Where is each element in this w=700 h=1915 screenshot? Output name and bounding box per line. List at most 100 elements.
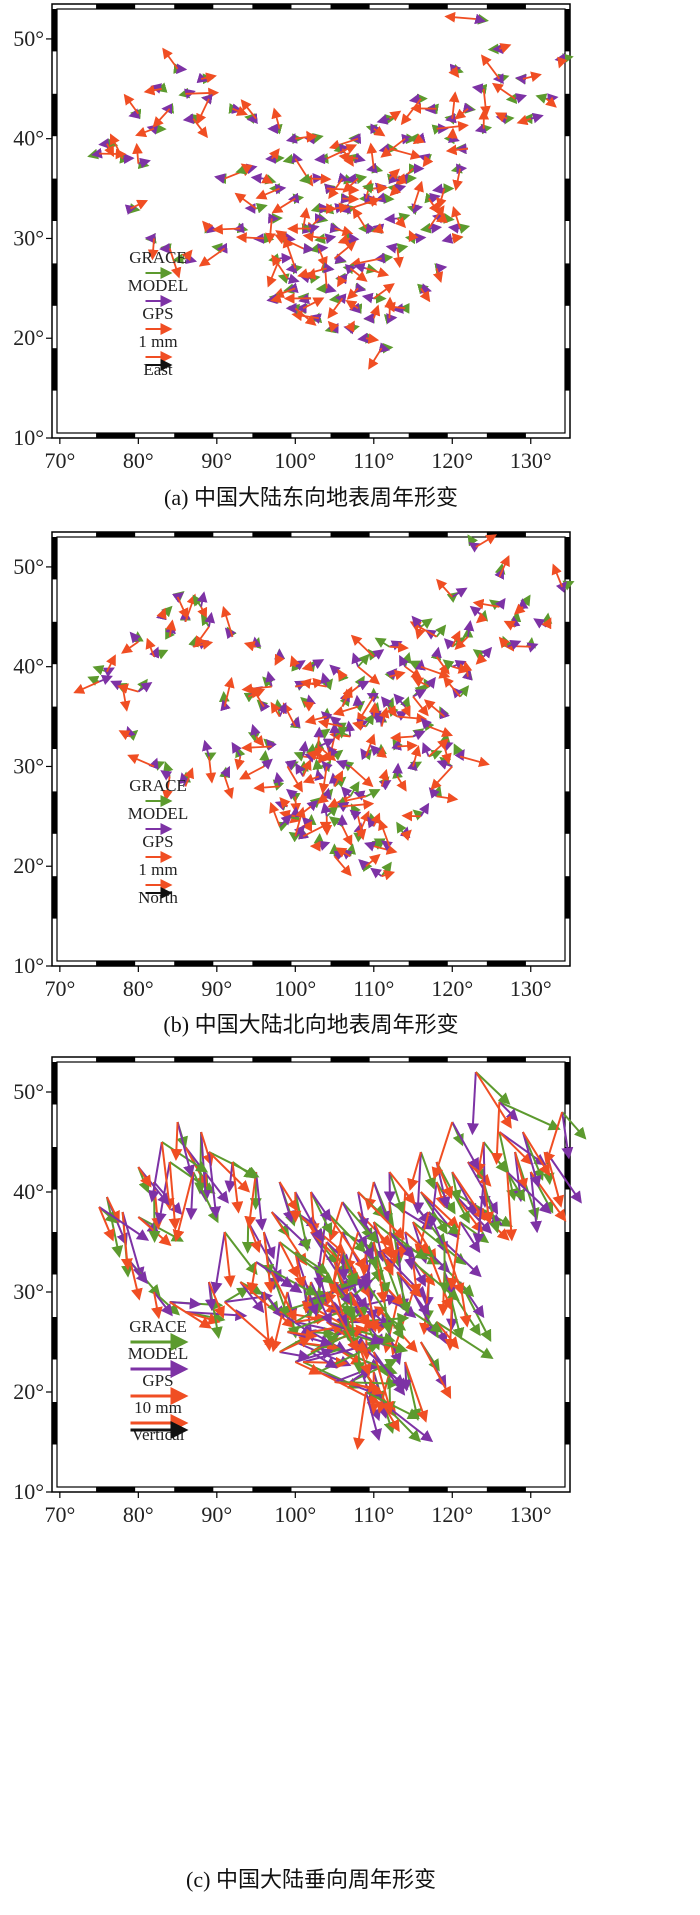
vector-gps-123 xyxy=(516,114,532,126)
vector-gps-109 xyxy=(368,701,380,717)
vector-model-8 xyxy=(147,1141,163,1203)
vector-gps-108 xyxy=(388,168,401,180)
vector-gps-118 xyxy=(265,218,276,244)
vector-model-95 xyxy=(459,1221,481,1254)
frame-bar xyxy=(408,532,448,537)
frame-bar xyxy=(52,1232,57,1275)
vector-model-43 xyxy=(344,720,356,737)
panel-c-xtick-90: 90° xyxy=(201,1502,232,1527)
vector-grace-109 xyxy=(362,183,374,194)
vector-model-76 xyxy=(358,859,370,871)
vector-gps-2 xyxy=(117,683,139,694)
vector-gps-85 xyxy=(271,254,289,279)
frame-bar xyxy=(52,791,57,834)
vector-model-112 xyxy=(321,760,333,773)
vector-gps-63 xyxy=(408,230,419,243)
vector-gps-22 xyxy=(268,148,280,160)
vector-gps-102 xyxy=(357,665,381,685)
vector-model-22 xyxy=(265,670,276,687)
vector-gps-37 xyxy=(446,127,458,139)
vector-model-37 xyxy=(448,132,460,144)
vector-gps-4 xyxy=(165,619,177,637)
vector-model-12 xyxy=(129,1261,148,1285)
vector-gps-25 xyxy=(196,98,210,125)
vector-gps-56 xyxy=(400,829,412,841)
vector-gps-121 xyxy=(480,54,501,80)
vector-gps-95 xyxy=(446,1221,462,1291)
vector-gps-90 xyxy=(372,223,385,234)
vector-grace-62 xyxy=(420,222,432,234)
vector-model-88 xyxy=(348,232,360,244)
frame-bar xyxy=(565,1402,570,1445)
vector-gps-97 xyxy=(448,91,460,119)
vector-model-63 xyxy=(412,232,427,244)
panel-c-ytick-20: 20° xyxy=(13,1379,44,1404)
vector-gps-81 xyxy=(297,267,327,279)
vector-model-46 xyxy=(298,740,310,757)
vector-gps-116 xyxy=(260,173,274,184)
frame-bar xyxy=(330,433,370,438)
vector-gps-66 xyxy=(365,267,390,278)
vector-model-19 xyxy=(261,758,273,770)
frame-bar xyxy=(330,4,370,9)
vector-grace-51 xyxy=(326,805,339,817)
vector-model-78 xyxy=(372,1351,406,1396)
vector-gps-64 xyxy=(396,775,407,792)
vector-model-104 xyxy=(314,153,327,165)
vector-model-25 xyxy=(201,93,213,105)
vector-gps-18 xyxy=(234,756,245,771)
panel-b-xtick-70: 70° xyxy=(44,976,75,1001)
vector-grace-16 xyxy=(204,752,217,763)
vector-gps-104 xyxy=(325,1211,367,1271)
vector-model-31 xyxy=(357,680,370,691)
vector-model-32 xyxy=(366,162,378,174)
panel-a-ytick-20: 20° xyxy=(13,325,44,350)
vector-grace-38 xyxy=(428,1211,461,1236)
vector-gps-75 xyxy=(335,847,351,858)
vector-model-60 xyxy=(454,749,465,762)
panel-a-ytick-30: 30° xyxy=(13,225,44,250)
vector-grace-18 xyxy=(236,222,249,234)
vector-model-24 xyxy=(246,113,258,124)
vector-model-130 xyxy=(506,1171,552,1215)
vector-gps-127 xyxy=(431,1121,454,1180)
panel-c-xtick-70: 70° xyxy=(44,1502,75,1527)
panel-c-xtick-110: 110° xyxy=(353,1502,394,1527)
panel-a-legend-scale: 1 mm xyxy=(138,332,177,351)
vector-grace-129 xyxy=(482,1181,501,1234)
frame-bar xyxy=(486,1487,526,1492)
vector-model-57 xyxy=(418,802,430,817)
panel-a: 70° 80° 90° 100° 110° 120° 130° 10° 20° … xyxy=(13,3,574,510)
vector-gps-57 xyxy=(419,287,431,303)
vector-gps-16 xyxy=(205,756,217,784)
vector-model-2 xyxy=(137,681,153,693)
vector-gps-5 xyxy=(185,87,220,99)
vector-gps-100 xyxy=(389,641,409,653)
frame-bar xyxy=(565,93,570,137)
panel-a-xtick-100: 100° xyxy=(274,448,316,473)
vector-model-70 xyxy=(295,762,306,777)
vector-model-9 xyxy=(172,592,184,603)
vector-grace-103 xyxy=(341,1201,379,1244)
vector-model-115 xyxy=(274,183,287,195)
vector-gps-96 xyxy=(461,660,473,677)
frame-bar xyxy=(52,1062,57,1105)
vector-gps-13 xyxy=(150,1291,163,1320)
vector-grace-111 xyxy=(341,1251,358,1286)
frame-bar xyxy=(96,1057,136,1062)
frame-bar xyxy=(52,706,57,749)
vector-gps-66 xyxy=(360,1321,373,1361)
vector-model-0 xyxy=(98,138,110,149)
panel-c-legend-gps: GPS xyxy=(142,1371,173,1390)
vector-grace-28 xyxy=(299,173,312,185)
vector-model-93 xyxy=(420,717,432,730)
vector-gps-112 xyxy=(318,766,330,795)
vector-model-94 xyxy=(443,1241,482,1278)
panel-a-vectors xyxy=(87,11,574,370)
vector-model-123 xyxy=(530,112,544,124)
vector-gps-106 xyxy=(289,655,300,668)
panel-b-legend-model: MODEL xyxy=(128,804,188,823)
vector-grace-126 xyxy=(475,1071,511,1105)
vector-model-11 xyxy=(98,1206,150,1241)
vector-model-48 xyxy=(279,252,293,264)
